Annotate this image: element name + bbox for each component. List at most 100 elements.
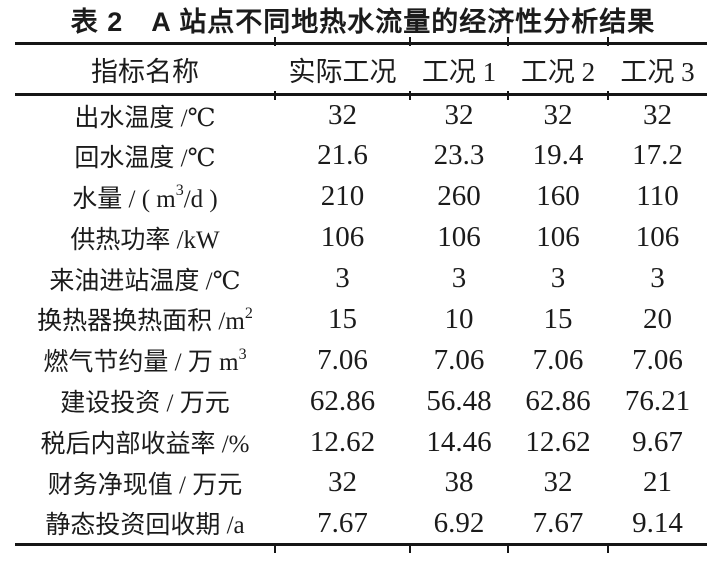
indicator-label: 回水温度 /℃ [15,135,275,176]
indicator-label: 供热功率 /kW [15,217,275,258]
value-cell: 210 [320,180,365,213]
label-superscript: 2 [244,305,253,323]
table-row: 燃气节约量 / 万 m3 7.06 7.06 7.06 7.06 [15,340,707,381]
table-header-row: 指标名称 实际工况 工况 1 工况 2 工况 3 [15,43,707,96]
value-cell: 32 [328,466,357,499]
indicator-label: 换热器换热面积 /m2 [15,299,275,340]
value-cell: 32 [543,99,573,132]
label-text: /d ) [183,185,218,213]
value-cell: 7.67 [317,506,368,539]
value-cell: 7.67 [532,506,584,539]
indicator-label: 建设投资 / 万元 [15,381,275,422]
value-cell: 32 [444,99,474,132]
indicator-label: 出水温度 /℃ [15,95,275,136]
label-text: 税后内部收益率 /% [40,431,250,459]
indicator-label: 税后内部收益率 /% [15,422,275,463]
column-separator-tick [507,37,509,46]
value-cell: 7.06 [433,343,485,376]
table-row: 静态投资回收期 /a 7.67 6.92 7.67 9.14 [15,503,707,544]
indicator-label: 静态投资回收期 /a [15,503,275,544]
economic-analysis-table: 指标名称 实际工况 工况 1 工况 2 工况 3 出水温度 /℃ 32 32 32 32 回水温度… [15,42,707,546]
value-cell: 20 [643,302,672,335]
value-cell: 12.62 [309,425,376,458]
column-separator-tick [274,91,276,100]
table-row: 水量 / ( m3/d ) 210 260 160 110 [15,176,707,217]
value-cell: 32 [328,99,357,132]
value-cell: 3 [451,262,467,294]
label-superscript: 3 [175,182,184,200]
label-text: 财务净现值 / 万元 [47,471,243,499]
value-cell: 21.6 [317,139,368,172]
value-cell: 9.67 [632,425,683,458]
table-row: 供热功率 /kW 106 106 106 106 [15,217,707,258]
value-cell: 15 [543,302,573,335]
column-header: 工况 3 [608,43,707,96]
value-cell: 38 [444,466,474,499]
table-container: 指标名称 实际工况 工况 1 工况 2 工况 3 出水温度 /℃ 32 32 32 32 回水温度… [15,37,707,553]
value-cell: 260 [437,180,481,213]
indicator-label: 财务净现值 / 万元 [15,463,275,504]
table-body: 出水温度 /℃ 32 32 32 32 回水温度 /℃ 21.6 23.3 19.4 17.2 水量… [15,95,707,545]
value-cell: 6.92 [433,506,485,539]
value-cell: 106 [635,221,680,254]
table-row: 出水温度 /℃ 32 32 32 32 [15,95,707,136]
value-cell: 62.86 [525,384,591,417]
indicator-label: 水量 / ( m3/d ) [15,176,275,217]
label-text: 回水温度 /℃ [74,144,216,172]
label-text: 水量 / ( m [72,185,176,213]
column-separator-tick [274,544,276,553]
header-row: 指标名称 实际工况 工况 1 工况 2 工况 3 [15,43,707,96]
value-cell: 10 [444,302,474,335]
value-cell: 14.46 [426,425,492,458]
column-header: 实际工况 [275,43,410,96]
label-text: 燃气节约量 / 万 m [43,349,239,377]
label-text: 建设投资 / 万元 [60,390,230,418]
value-cell: 106 [536,221,580,254]
column-separator-tick [409,91,411,100]
label-superscript: 3 [238,345,247,363]
value-cell: 110 [636,180,679,213]
table-row: 来油进站温度 /℃ 3 3 3 3 [15,258,707,299]
value-cell: 9.14 [632,506,683,539]
column-separator-tick [607,91,609,100]
table-caption: 表 2 A 站点不同地热水流量的经济性分析结果 [70,7,656,37]
value-cell: 19.4 [532,139,584,172]
value-cell: 3 [550,262,566,294]
column-header: 指标名称 [15,43,275,96]
column-separator-tick [607,544,609,553]
value-cell: 23.3 [433,139,485,172]
table-row: 换热器换热面积 /m2 15 10 15 20 [15,299,707,340]
label-text: 静态投资回收期 /a [45,512,245,540]
indicator-label: 燃气节约量 / 万 m3 [15,340,275,381]
column-separator-tick [507,544,509,553]
table-row: 回水温度 /℃ 21.6 23.3 19.4 17.2 [15,135,707,176]
value-cell: 21 [643,466,672,499]
table-row: 税后内部收益率 /% 12.62 14.46 12.62 9.67 [15,422,707,463]
column-separator-tick [409,37,411,46]
value-cell: 76.21 [624,384,691,417]
value-cell: 32 [543,466,573,499]
value-cell: 56.48 [426,384,492,417]
value-cell: 17.2 [632,139,683,172]
column-header: 工况 1 [410,43,508,96]
value-cell: 106 [437,221,481,254]
label-text: 出水温度 /℃ [74,104,216,132]
value-cell: 7.06 [317,343,368,376]
indicator-label: 来油进站温度 /℃ [15,258,275,299]
value-cell: 160 [536,180,580,213]
column-separator-tick [274,37,276,46]
value-cell: 106 [320,221,365,254]
label-text: 来油进站温度 /℃ [49,267,241,295]
label-text: 换热器换热面积 /m [37,308,245,336]
value-cell: 7.06 [532,343,584,376]
table-row: 建设投资 / 万元 62.86 56.48 62.86 76.21 [15,381,707,422]
table-row: 财务净现值 / 万元 32 38 32 21 [15,463,707,504]
value-cell: 12.62 [525,425,591,458]
value-cell: 15 [328,302,357,335]
value-cell: 32 [643,99,672,132]
column-separator-tick [607,37,609,46]
column-header: 工况 2 [508,43,608,96]
value-cell: 3 [650,262,665,294]
column-separator-tick [409,544,411,553]
